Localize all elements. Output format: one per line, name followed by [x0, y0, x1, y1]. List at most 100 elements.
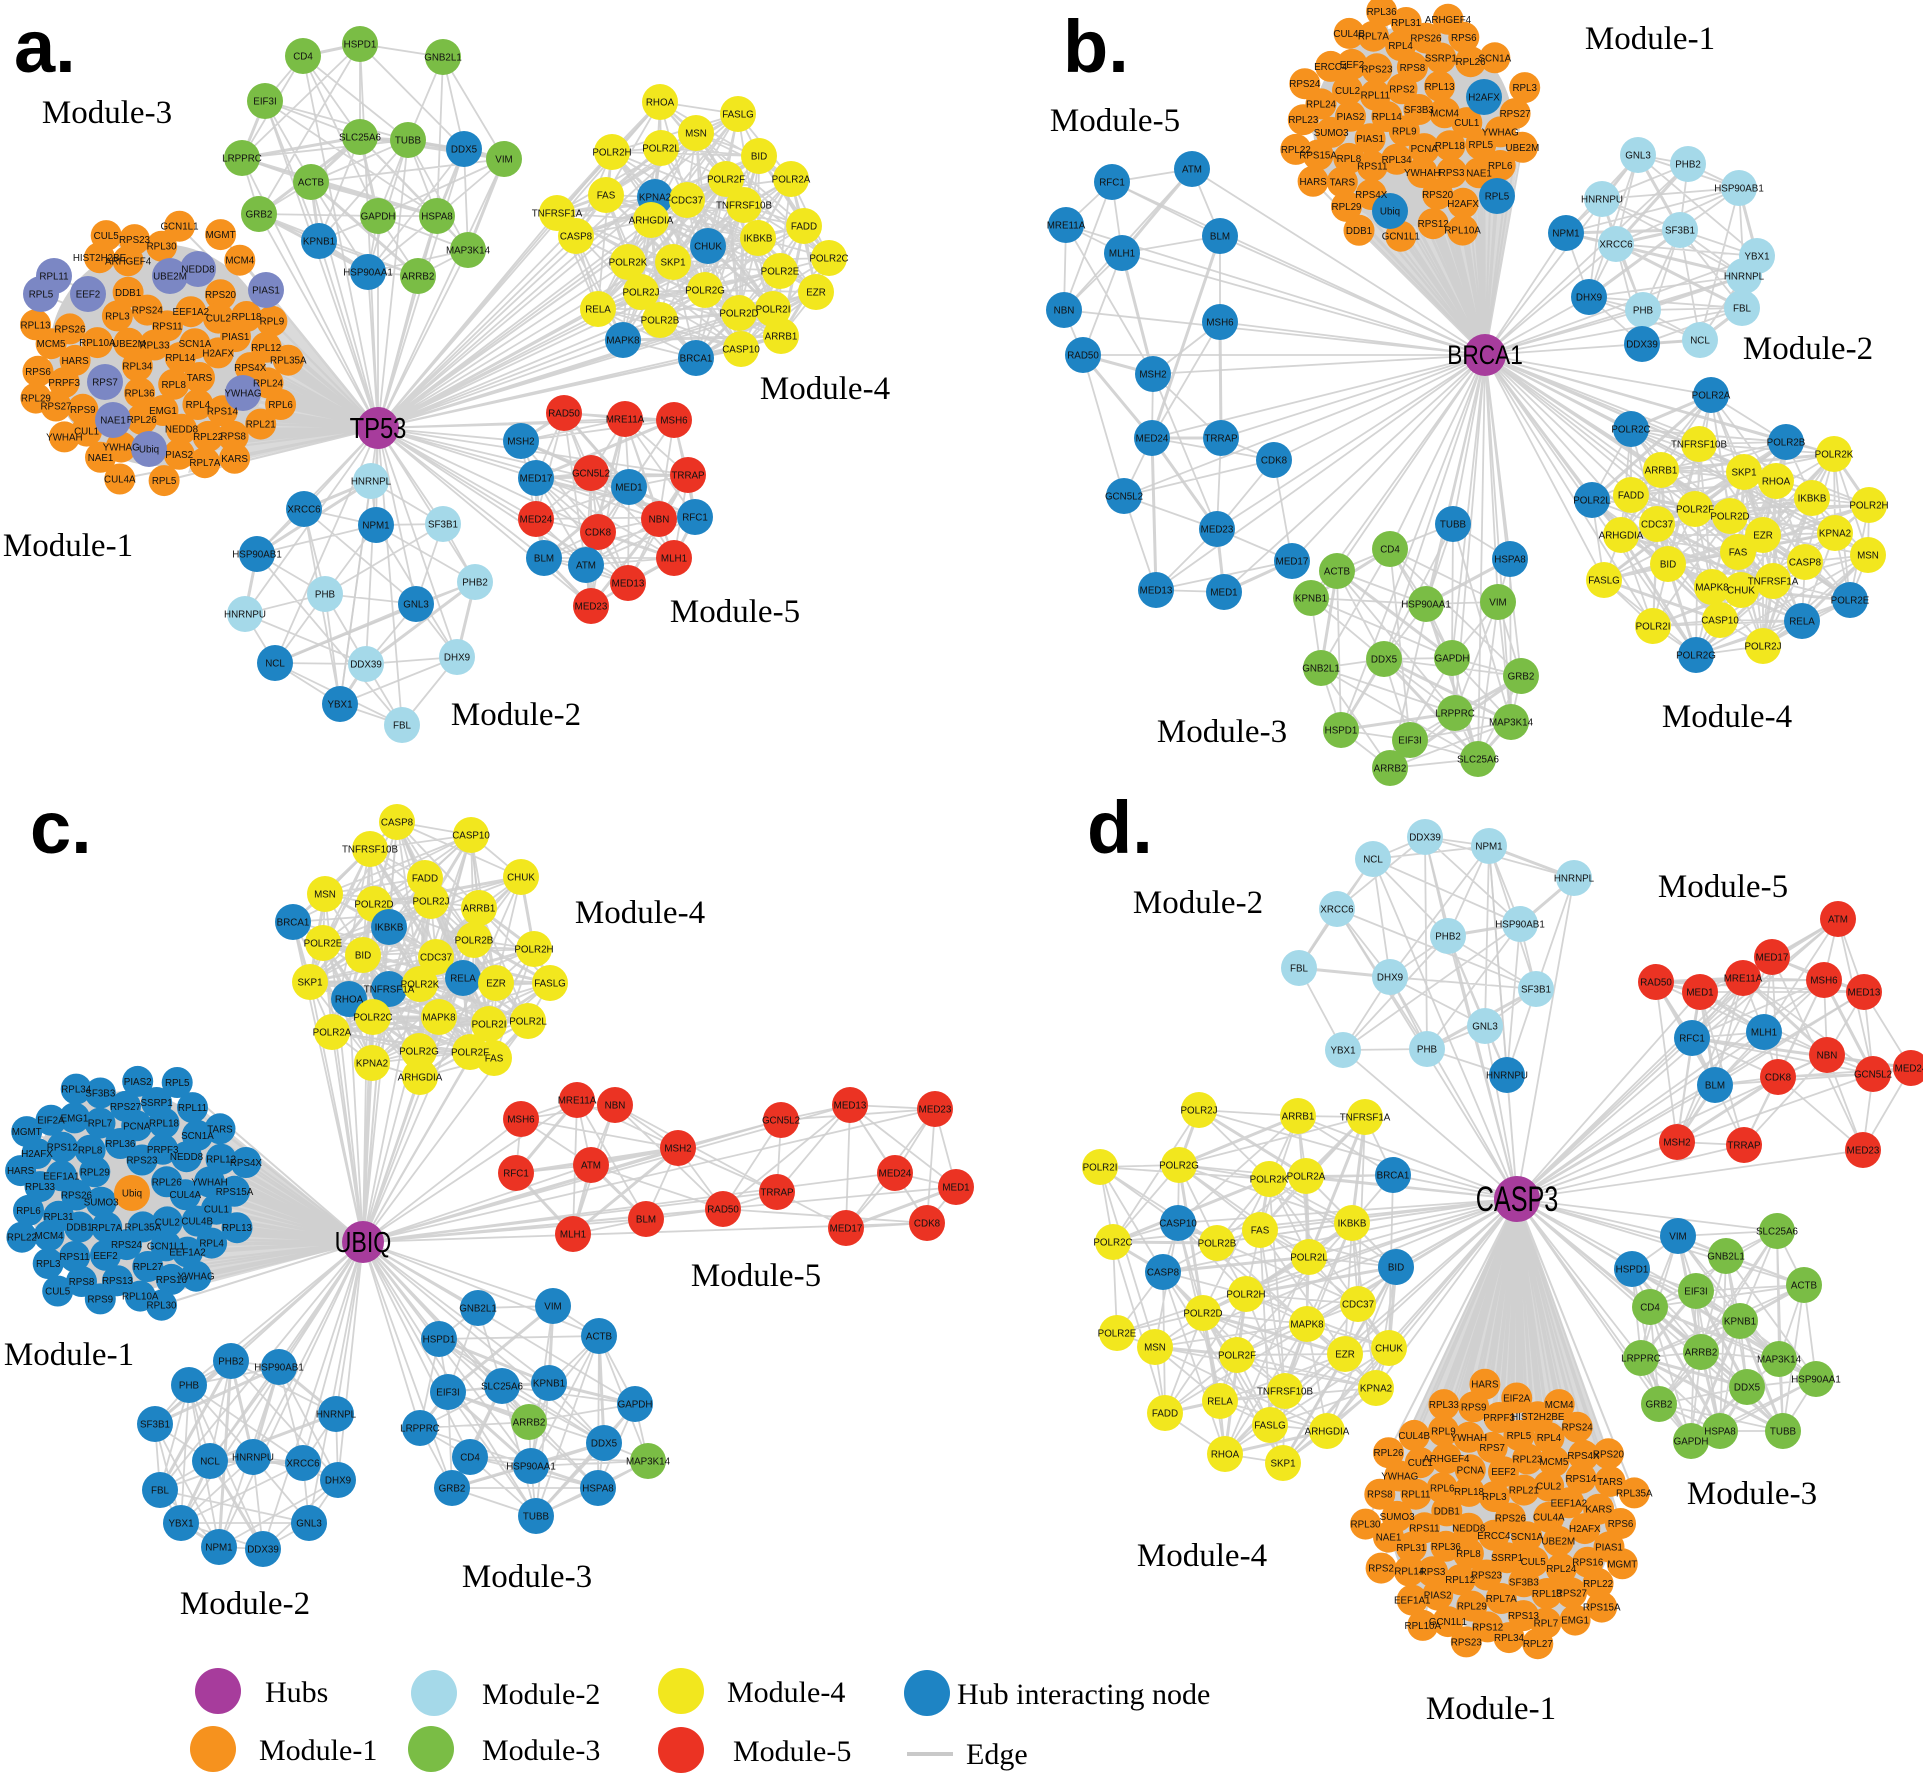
- svg-text:IKBKB: IKBKB: [1338, 1219, 1367, 1230]
- svg-text:GCN5L2: GCN5L2: [1854, 1070, 1892, 1081]
- svg-text:ARRB2: ARRB2: [513, 1418, 546, 1429]
- svg-text:RPL34: RPL34: [1382, 155, 1413, 166]
- svg-text:FBL: FBL: [1290, 964, 1309, 975]
- svg-text:DDX5: DDX5: [451, 145, 478, 156]
- svg-text:RPL13: RPL13: [1532, 1589, 1563, 1600]
- svg-text:ARRB2: ARRB2: [1685, 1348, 1718, 1359]
- svg-text:HNRNPL: HNRNPL: [1724, 272, 1765, 283]
- svg-text:RPS26: RPS26: [61, 1191, 93, 1202]
- svg-text:VIM: VIM: [495, 155, 512, 166]
- svg-text:CASP8: CASP8: [381, 818, 414, 829]
- svg-text:RPS20: RPS20: [205, 290, 237, 301]
- svg-text:TNFRSF10B: TNFRSF10B: [1257, 1387, 1314, 1398]
- svg-text:POLR2L: POLR2L: [1290, 1253, 1328, 1264]
- svg-text:GNL3: GNL3: [403, 600, 429, 611]
- svg-text:EIF3I: EIF3I: [1398, 736, 1421, 747]
- svg-text:RPL34: RPL34: [1494, 1633, 1525, 1644]
- svg-text:SUMO3: SUMO3: [1314, 128, 1349, 139]
- svg-text:GCN1L1: GCN1L1: [160, 222, 198, 233]
- svg-text:RELA: RELA: [585, 305, 611, 316]
- svg-text:DDB1: DDB1: [66, 1223, 92, 1234]
- svg-text:XRCC6: XRCC6: [1599, 240, 1633, 251]
- svg-text:RPS11: RPS11: [1409, 1523, 1439, 1534]
- svg-text:RPS23: RPS23: [1451, 1637, 1483, 1648]
- svg-text:RPL22: RPL22: [7, 1233, 37, 1244]
- svg-text:NCL: NCL: [1363, 855, 1383, 866]
- svg-text:RPS23: RPS23: [1471, 1571, 1503, 1582]
- svg-text:YWHAH: YWHAH: [1451, 1433, 1487, 1444]
- svg-text:RPL11: RPL11: [178, 1103, 207, 1114]
- svg-text:TRRAP: TRRAP: [1727, 1141, 1761, 1152]
- svg-text:SKP1: SKP1: [1731, 468, 1756, 479]
- svg-text:RPL34: RPL34: [61, 1085, 92, 1096]
- svg-text:RPL34: RPL34: [122, 362, 153, 373]
- svg-text:ERCC4: ERCC4: [1314, 62, 1348, 73]
- svg-text:RPL26: RPL26: [127, 415, 158, 426]
- svg-text:POLR2G: POLR2G: [399, 1047, 439, 1058]
- svg-text:POLR2K: POLR2K: [1250, 1175, 1289, 1186]
- svg-text:POLR2J: POLR2J: [412, 897, 449, 908]
- svg-text:RPL7: RPL7: [1534, 1619, 1559, 1630]
- svg-text:MCM5: MCM5: [1539, 1457, 1568, 1468]
- svg-text:HSP90AA1: HSP90AA1: [343, 268, 393, 279]
- svg-text:GCN1L1: GCN1L1: [147, 1241, 185, 1252]
- svg-text:TRRAP: TRRAP: [760, 1188, 794, 1199]
- svg-text:RPL8: RPL8: [1456, 1549, 1481, 1560]
- svg-text:NAE1: NAE1: [88, 453, 114, 464]
- svg-text:NAE1: NAE1: [100, 416, 126, 427]
- svg-text:Module-1: Module-1: [1585, 21, 1715, 57]
- svg-text:PRPF3: PRPF3: [147, 1145, 179, 1156]
- svg-text:HSP90AB1: HSP90AB1: [1495, 920, 1545, 931]
- svg-text:RPL14: RPL14: [1372, 112, 1403, 123]
- svg-text:HNRNPU: HNRNPU: [232, 1453, 274, 1464]
- svg-text:DDX39: DDX39: [350, 660, 382, 671]
- svg-text:RPL26: RPL26: [1374, 1448, 1405, 1459]
- svg-text:CUL4A: CUL4A: [104, 475, 136, 486]
- svg-text:SLC25A6: SLC25A6: [481, 1382, 523, 1393]
- svg-text:Ubiq: Ubiq: [139, 445, 159, 456]
- svg-text:CASP8: CASP8: [1789, 558, 1822, 569]
- svg-text:Module-1: Module-1: [4, 1337, 134, 1373]
- svg-text:POLR2E: POLR2E: [1831, 596, 1870, 607]
- svg-text:RPL24: RPL24: [1546, 1564, 1577, 1575]
- svg-text:UBIQ: UBIQ: [335, 1225, 392, 1258]
- svg-text:FAS: FAS: [485, 1054, 504, 1065]
- svg-text:NEDD8: NEDD8: [170, 1152, 204, 1163]
- svg-text:ARRB1: ARRB1: [765, 332, 798, 343]
- svg-text:GCN5L2: GCN5L2: [1105, 492, 1143, 503]
- svg-text:GNB2L1: GNB2L1: [459, 1304, 497, 1315]
- svg-text:RHOA: RHOA: [1211, 1450, 1240, 1461]
- svg-text:CUL4B: CUL4B: [1333, 29, 1365, 40]
- svg-text:SUMO3: SUMO3: [84, 1198, 119, 1209]
- svg-text:RPL10A: RPL10A: [79, 338, 116, 349]
- svg-text:RPS13: RPS13: [1508, 1611, 1540, 1622]
- svg-text:NBN: NBN: [605, 1101, 626, 1112]
- svg-text:MED17: MED17: [520, 474, 553, 485]
- svg-text:CASP10: CASP10: [1701, 616, 1739, 627]
- svg-text:TNFRSF10B: TNFRSF10B: [716, 201, 773, 212]
- svg-text:VIM: VIM: [1669, 1232, 1686, 1243]
- svg-text:Module-1: Module-1: [3, 528, 133, 564]
- svg-text:RPL21: RPL21: [246, 420, 276, 431]
- svg-text:IKBKB: IKBKB: [744, 234, 773, 245]
- svg-text:PIAS1: PIAS1: [222, 332, 250, 343]
- svg-text:EIF3I: EIF3I: [436, 1388, 459, 1399]
- svg-text:RPS24: RPS24: [1562, 1423, 1594, 1434]
- svg-text:DHX9: DHX9: [1576, 293, 1602, 304]
- svg-text:EEF1A2: EEF1A2: [169, 1248, 206, 1259]
- svg-text:HIST2H2BE: HIST2H2BE: [1511, 1412, 1565, 1423]
- svg-text:RFC1: RFC1: [1679, 1034, 1705, 1045]
- svg-text:EMG1: EMG1: [61, 1113, 89, 1124]
- svg-text:KPNB1: KPNB1: [533, 1379, 565, 1390]
- svg-text:RPL6: RPL6: [1430, 1484, 1455, 1495]
- svg-text:HARS: HARS: [1299, 177, 1327, 188]
- svg-text:HARS: HARS: [61, 356, 89, 367]
- svg-text:RPS26: RPS26: [1410, 34, 1442, 45]
- svg-text:RHOA: RHOA: [335, 995, 364, 1006]
- svg-text:RPL33: RPL33: [140, 341, 171, 352]
- svg-text:MED23: MED23: [575, 602, 608, 613]
- svg-text:MRE11A: MRE11A: [1047, 221, 1086, 232]
- svg-text:SF3B1: SF3B1: [428, 520, 458, 531]
- svg-text:CUL1: CUL1: [1408, 1458, 1433, 1469]
- svg-text:RPS15A: RPS15A: [1299, 151, 1337, 162]
